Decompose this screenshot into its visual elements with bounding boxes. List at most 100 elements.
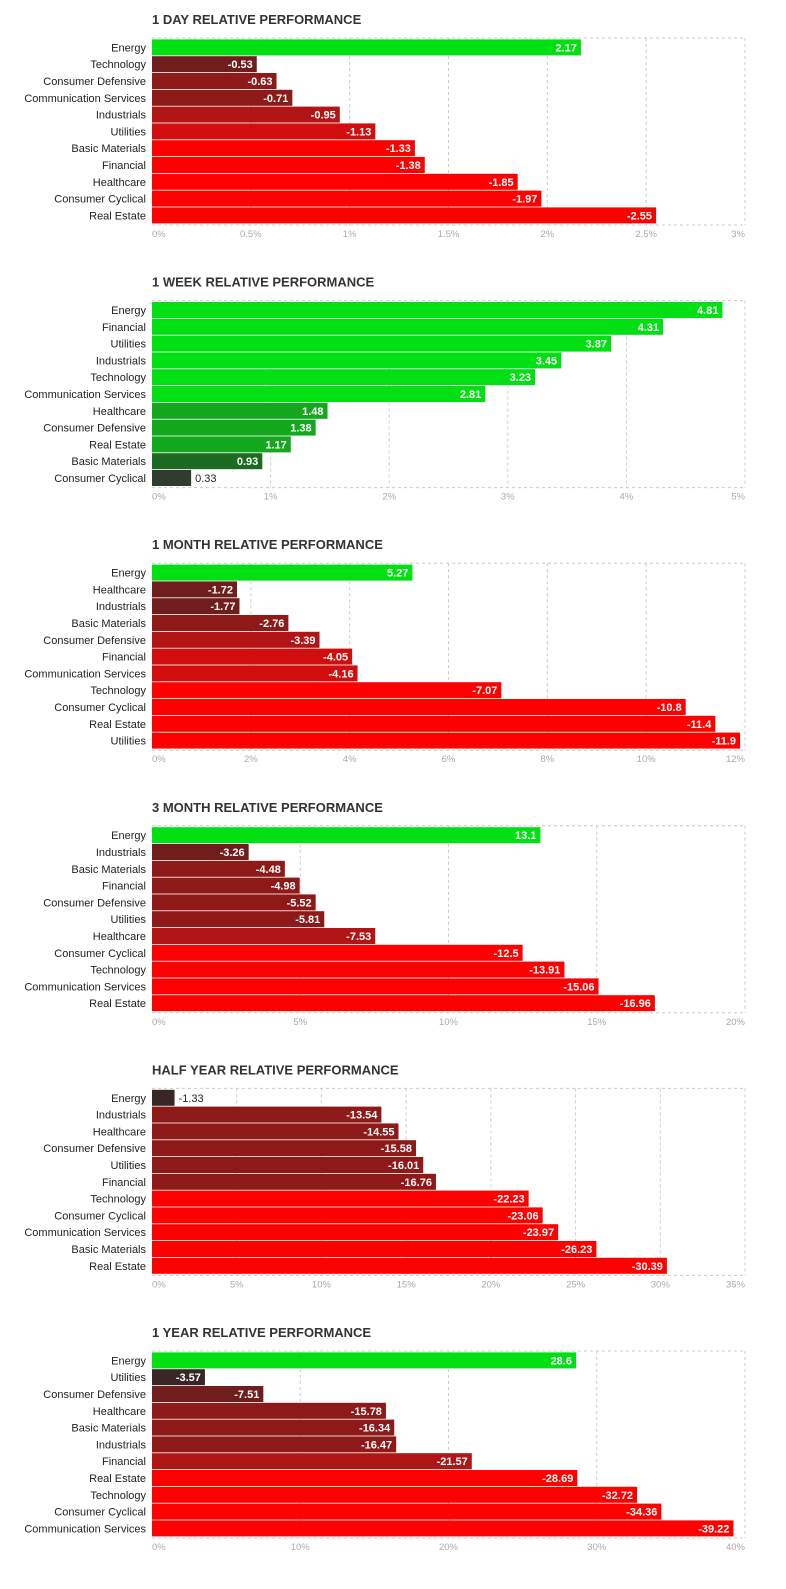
bar-energy xyxy=(152,564,413,581)
value-label-utilities: 3.87 xyxy=(586,339,607,351)
value-label-industrials: -16.47 xyxy=(361,1439,392,1451)
value-label-real-estate: -16.96 xyxy=(620,998,651,1010)
value-label-utilities: -5.81 xyxy=(295,914,320,926)
category-label-consumer-cyclical: Consumer Cyclical xyxy=(54,1210,146,1222)
chart-title: 1 DAY RELATIVE PERFORMANCE xyxy=(152,12,362,27)
value-label-healthcare: -1.85 xyxy=(489,177,514,189)
category-label-utilities: Utilities xyxy=(111,1160,147,1172)
x-tick-label: 10% xyxy=(291,1542,311,1553)
chart-panel-2: 1 WEEK RELATIVE PERFORMANCE 0% 1% 2% 3% 4% 5% E… xyxy=(24,275,745,503)
bar-consumer-defensive xyxy=(152,1140,416,1157)
value-label-healthcare: 1.48 xyxy=(302,406,323,418)
value-label-consumer-defensive: -3.39 xyxy=(290,635,315,647)
value-label-technology: -32.72 xyxy=(602,1490,633,1502)
x-tick-label: 0% xyxy=(152,229,166,240)
bar-consumer-cyclical xyxy=(152,1207,543,1224)
value-label-real-estate: -2.55 xyxy=(627,210,652,222)
category-label-consumer-cyclical: Consumer Cyclical xyxy=(54,473,146,485)
value-label-energy: 4.81 xyxy=(697,305,718,317)
category-label-real-estate: Real Estate xyxy=(89,439,146,451)
chart-panel-5: HALF YEAR RELATIVE PERFORMANCE 0% 5% 10% 15%… xyxy=(24,1062,745,1290)
category-label-consumer-cyclical: Consumer Cyclical xyxy=(54,948,146,960)
bar-industrials xyxy=(152,352,562,369)
category-label-industrials: Industrials xyxy=(96,110,147,122)
value-label-communication-services: 2.81 xyxy=(460,389,481,401)
category-label-financial: Financial xyxy=(102,881,146,893)
value-label-utilities: -3.57 xyxy=(176,1372,201,1384)
x-tick-label: 25% xyxy=(566,1279,586,1290)
value-label-technology: -0.53 xyxy=(228,59,253,71)
x-tick-label: 20% xyxy=(439,1542,459,1553)
chart-title: 3 MONTH RELATIVE PERFORMANCE xyxy=(152,800,383,815)
category-label-utilities: Utilities xyxy=(111,914,147,926)
bar-technology xyxy=(152,1486,638,1503)
value-label-financial: -4.05 xyxy=(323,652,348,664)
bar-basic-materials xyxy=(152,453,263,470)
bar-financial xyxy=(152,1173,436,1190)
category-label-consumer-defensive: Consumer Defensive xyxy=(43,76,146,88)
value-label-financial: -21.57 xyxy=(437,1456,468,1468)
value-label-financial: -1.38 xyxy=(396,160,421,172)
category-label-energy: Energy xyxy=(111,830,146,842)
category-label-industrials: Industrials xyxy=(96,1439,147,1451)
x-tick-label: 12% xyxy=(726,754,746,765)
value-label-consumer-cyclical: 0.33 xyxy=(195,473,216,485)
x-tick-label: 10% xyxy=(312,1279,332,1290)
bar-consumer-cyclical xyxy=(152,1503,662,1520)
value-label-energy: -1.33 xyxy=(179,1093,204,1105)
category-label-consumer-cyclical: Consumer Cyclical xyxy=(54,1507,146,1519)
category-label-communication-services: Communication Services xyxy=(24,1227,146,1239)
value-label-technology: -13.91 xyxy=(529,965,560,977)
category-label-energy: Energy xyxy=(111,568,146,580)
category-label-healthcare: Healthcare xyxy=(93,1126,146,1138)
value-label-communication-services: -23.97 xyxy=(523,1227,554,1239)
bar-real-estate xyxy=(152,995,655,1012)
category-label-financial: Financial xyxy=(102,1456,146,1468)
bar-industrials xyxy=(152,598,240,615)
bar-utilities xyxy=(152,911,325,928)
bar-technology xyxy=(152,369,536,386)
chart-title: 1 MONTH RELATIVE PERFORMANCE xyxy=(152,537,383,552)
category-label-basic-materials: Basic Materials xyxy=(71,618,146,630)
category-label-financial: Financial xyxy=(102,322,146,334)
bar-basic-materials xyxy=(152,860,285,877)
category-label-real-estate: Real Estate xyxy=(89,210,146,222)
category-label-technology: Technology xyxy=(90,965,146,977)
category-label-healthcare: Healthcare xyxy=(93,584,146,596)
bar-utilities xyxy=(152,1157,424,1173)
bar-energy xyxy=(152,302,723,318)
x-tick-label: 0% xyxy=(152,1542,166,1553)
category-label-utilities: Utilities xyxy=(111,736,147,748)
category-label-basic-materials: Basic Materials xyxy=(71,143,146,155)
bar-communication-services xyxy=(152,978,599,995)
x-tick-label: 5% xyxy=(293,1017,307,1028)
x-tick-label: 30% xyxy=(587,1542,607,1553)
value-label-financial: -4.98 xyxy=(271,881,296,893)
category-label-energy: Energy xyxy=(111,305,146,317)
x-tick-label: 5% xyxy=(230,1279,244,1290)
category-label-technology: Technology xyxy=(90,1194,146,1206)
category-label-energy: Energy xyxy=(111,1355,146,1367)
chart-title: 1 WEEK RELATIVE PERFORMANCE xyxy=(152,275,375,290)
value-label-financial: 4.31 xyxy=(638,322,659,334)
bar-technology xyxy=(152,961,565,978)
value-label-technology: -22.23 xyxy=(493,1194,524,1206)
category-label-technology: Technology xyxy=(90,1490,146,1502)
category-label-consumer-cyclical: Consumer Cyclical xyxy=(54,702,146,714)
bar-communication-services xyxy=(152,1224,559,1241)
category-label-industrials: Industrials xyxy=(96,601,147,613)
category-label-utilities: Utilities xyxy=(111,339,147,351)
bar-energy xyxy=(152,39,581,56)
value-label-basic-materials: -2.76 xyxy=(259,618,284,630)
bar-communication-services xyxy=(152,386,486,402)
x-tick-label: 2% xyxy=(244,754,258,765)
category-label-technology: Technology xyxy=(90,372,146,384)
bar-consumer-cyclical xyxy=(152,190,542,207)
bar-consumer-defensive xyxy=(152,419,316,436)
bar-healthcare xyxy=(152,1402,386,1419)
category-label-energy: Energy xyxy=(111,42,146,54)
category-label-technology: Technology xyxy=(90,685,146,697)
bar-basic-materials xyxy=(152,615,289,631)
value-label-basic-materials: -4.48 xyxy=(256,864,281,876)
bar-consumer-defensive xyxy=(152,73,277,89)
